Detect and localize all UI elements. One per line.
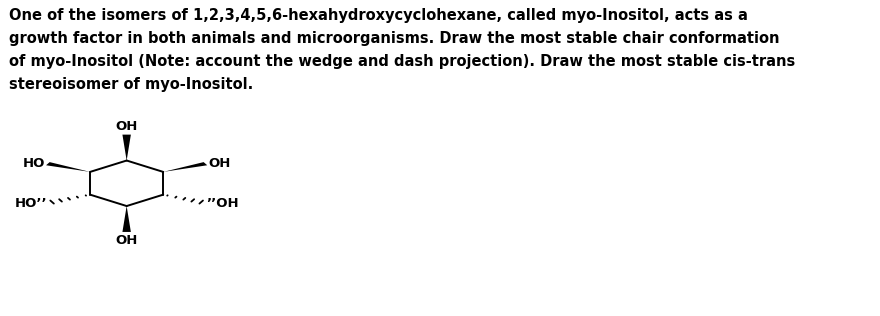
Polygon shape [122,206,131,232]
Text: stereoisomer of myo-Inositol.: stereoisomer of myo-Inositol. [9,77,253,92]
Text: of myo-Inositol (Note: account the wedge and dash projection). Draw the most sta: of myo-Inositol (Note: account the wedge… [9,54,796,69]
Text: OH: OH [115,120,138,133]
Text: growth factor in both animals and microorganisms. Draw the most stable chair con: growth factor in both animals and microo… [9,31,780,46]
Polygon shape [163,162,207,172]
Text: OH: OH [209,157,231,170]
Polygon shape [122,135,131,161]
Text: OH: OH [115,234,138,247]
Text: ’’OH: ’’OH [206,197,238,210]
Text: HO’’: HO’’ [14,197,48,210]
Text: One of the isomers of 1,2,3,4,5,6-hexahydroxycyclohexane, called myo-Inositol, a: One of the isomers of 1,2,3,4,5,6-hexahy… [9,8,748,23]
Text: HO: HO [22,157,45,170]
Polygon shape [46,162,90,172]
